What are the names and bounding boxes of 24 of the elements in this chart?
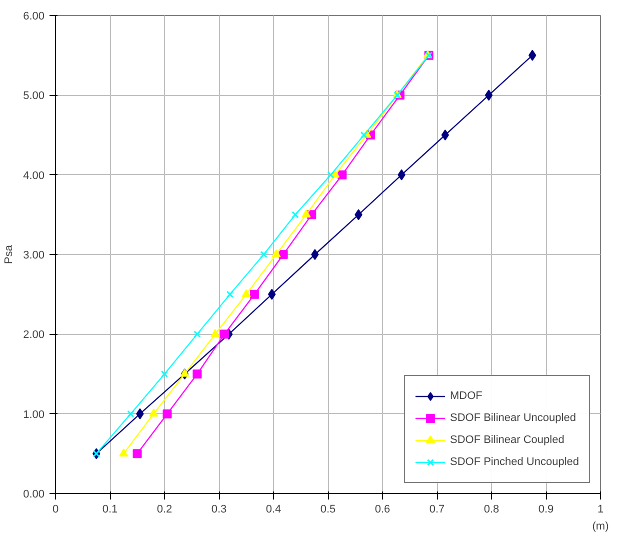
legend-label: SDOF Pinched Uncoupled: [450, 456, 579, 468]
y-tick-label: 1.00: [23, 408, 45, 421]
legend-label: MDOF: [450, 390, 482, 402]
x-tick-label: 0.9: [538, 504, 554, 516]
legend-label: SDOF Bilinear Uncoupled: [450, 412, 576, 424]
x-tick-label: 0: [52, 504, 59, 516]
x-tick-label: 0.3: [211, 504, 227, 516]
y-tick-label: 2.00: [23, 329, 45, 342]
x-tick-label: 0.6: [374, 504, 390, 516]
x-tick-label: 0.5: [320, 504, 336, 516]
x-tick-label: 0.4: [266, 504, 282, 516]
x-tick-label: 0.2: [156, 504, 172, 516]
x-tick-label: 0.8: [484, 504, 500, 516]
x-tick-label: 1: [597, 504, 604, 516]
x-tick-label: 0.7: [429, 504, 445, 516]
y-tick-label: 6.00: [23, 10, 45, 22]
y-tick-label: 0.00: [23, 488, 45, 500]
legend-label: SDOF Bilinear Coupled: [450, 434, 564, 446]
y-tick-label: 5.00: [23, 90, 45, 102]
y-tick-label: 4.00: [23, 170, 45, 182]
y-axis-title: Psa: [3, 244, 16, 264]
x-axis-title: (m): [592, 520, 609, 532]
x-tick-label: 0.1: [102, 504, 118, 516]
y-tick-label: 3.00: [23, 250, 45, 262]
